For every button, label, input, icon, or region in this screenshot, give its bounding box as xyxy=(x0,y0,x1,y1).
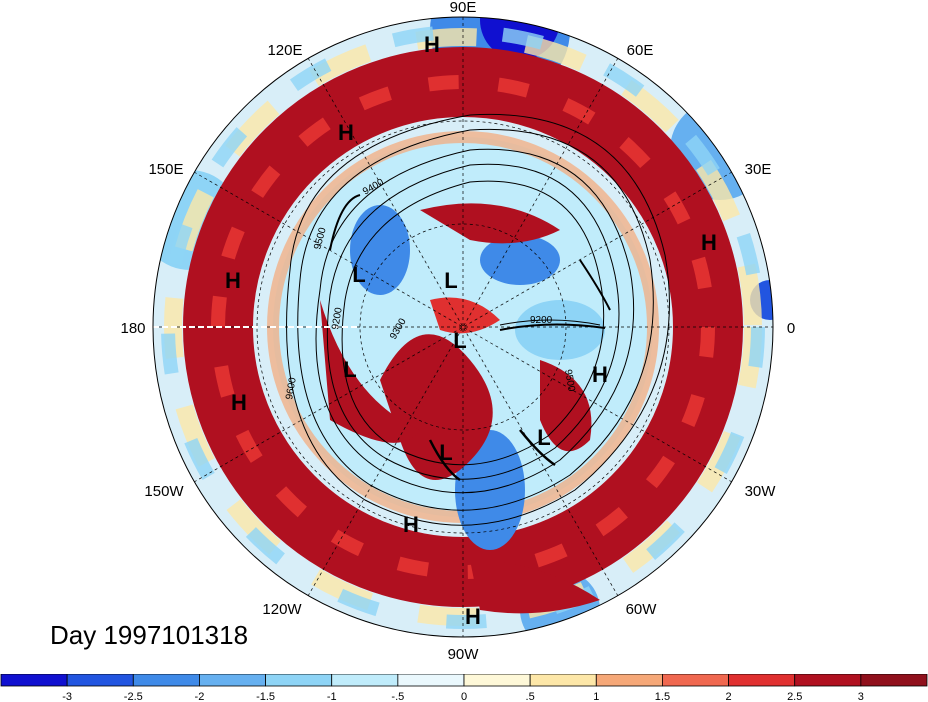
colorbar-box xyxy=(132,674,200,687)
low-marker: L xyxy=(444,268,457,293)
high-marker: H xyxy=(701,230,717,255)
low-marker: L xyxy=(439,440,452,465)
colorbar-box xyxy=(66,674,134,687)
colorbar-tick-label: 3 xyxy=(858,691,864,702)
date-label: Day 1997101318 xyxy=(50,620,249,650)
colorbar-tick-label: 2 xyxy=(726,691,732,702)
colorbar-tick-label: -2 xyxy=(195,691,205,702)
contour-label: 9600 xyxy=(284,376,299,400)
colorbar-tick-label: -.5 xyxy=(391,691,404,702)
colorbar-box xyxy=(662,674,729,687)
lon-label: 150W xyxy=(144,483,184,500)
longitude-labels: 90E 60E 30E 0 30W 60W 90W 120W 150W 180 … xyxy=(120,0,795,663)
polar-map: 90E 60E 30E 0 30W 60W 90W 120W 150W 180 … xyxy=(120,0,795,663)
colorbar-box xyxy=(728,674,796,687)
colorbar-tick-label: 1.5 xyxy=(655,691,670,702)
colorbar-box xyxy=(529,674,597,687)
colorbar-box xyxy=(595,674,663,687)
high-marker: H xyxy=(592,362,608,387)
contour-label: 9200 xyxy=(330,306,345,330)
colorbar-box xyxy=(265,674,333,687)
low-marker: L xyxy=(352,262,365,287)
lon-label: 120W xyxy=(262,601,302,618)
lon-label: 180 xyxy=(120,320,145,337)
lon-label: 30W xyxy=(745,483,777,500)
high-marker: H xyxy=(338,120,354,145)
colorbar-tick-label: -1 xyxy=(327,691,337,702)
graticule xyxy=(153,17,773,637)
anomaly-field xyxy=(153,17,773,637)
colorbar-tick-label: .5 xyxy=(526,691,535,702)
lon-label: 120E xyxy=(267,42,302,59)
high-marker: H xyxy=(424,32,440,57)
colorbar-box xyxy=(331,674,399,687)
colorbar-box xyxy=(463,674,531,687)
map-boundary xyxy=(152,16,774,638)
colorbar-box xyxy=(397,674,465,687)
low-marker: L xyxy=(453,328,466,353)
contour-label: 9200 xyxy=(530,315,553,326)
lon-label: 90W xyxy=(448,646,480,663)
pressure-system-labels: H H H H H H H H L L L L L L xyxy=(225,32,717,629)
lon-label: 60W xyxy=(626,601,658,618)
colorbar-tick-label: 0 xyxy=(461,691,467,702)
colorbar-box xyxy=(0,674,68,687)
lon-label: 0 xyxy=(787,320,795,337)
height-contours xyxy=(286,113,670,526)
lon-label: 30E xyxy=(745,161,772,178)
contour-label: 9500 xyxy=(562,369,577,393)
lon-label: 60E xyxy=(627,42,654,59)
colorbar-tick-label: -2.5 xyxy=(124,691,143,702)
colorbar-tick-label: 1 xyxy=(593,691,599,702)
colorbar: -3 -2.5 -2 -1.5 -1 -.5 0 .5 1 1.5 2 2.5 3 xyxy=(0,674,928,702)
colorbar-tick-label: -3 xyxy=(62,691,72,702)
high-marker: H xyxy=(225,268,241,293)
high-marker: H xyxy=(403,512,419,537)
high-marker: H xyxy=(465,604,481,629)
high-marker: H xyxy=(231,390,247,415)
colorbar-box xyxy=(794,674,862,687)
colorbar-tick-label: -1.5 xyxy=(256,691,275,702)
colorbar-tick-label: 2.5 xyxy=(787,691,802,702)
lon-label: 90E xyxy=(450,0,477,16)
lon-label: 150E xyxy=(148,161,183,178)
low-marker: L xyxy=(343,357,356,382)
low-marker: L xyxy=(537,425,550,450)
colorbar-box xyxy=(199,674,266,687)
colorbar-tick-labels: -3 -2.5 -2 -1.5 -1 -.5 0 .5 1 1.5 2 2.5 3 xyxy=(62,691,864,702)
colorbar-boxes xyxy=(0,674,928,687)
colorbar-box xyxy=(860,674,928,687)
